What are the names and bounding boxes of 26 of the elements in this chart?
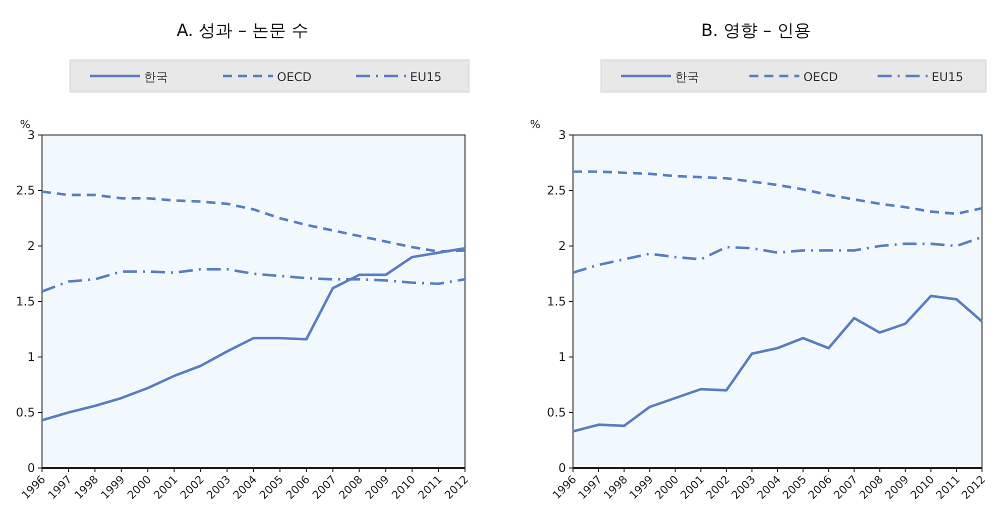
legend-label: 한국 [675,70,699,84]
y-tick-label: 2.5 [546,184,566,198]
y-tick-label: 3 [27,128,35,142]
y-tick-label: 0 [558,461,566,475]
y-tick-label: 3 [558,128,566,142]
legend-label: EU15 [410,70,442,84]
legend-label: OECD [277,70,312,84]
line-series [572,294,984,433]
line-series [572,170,984,216]
y-tick-label: 1 [27,350,35,364]
y-axis-title: % [530,118,540,131]
y-tick-label: 0 [27,461,35,475]
y-tick-label: 2.5 [16,184,35,198]
legend-label: 한국 [144,70,168,84]
y-axis-title: % [20,118,30,131]
y-tick-label: 0.5 [16,406,35,420]
y-tick-label: 1.5 [16,294,35,308]
chart-title: B. 영향 – 인용 [701,21,811,41]
chart-title: A. 성과 – 논문 수 [176,21,308,41]
y-tick-label: 1 [558,350,566,364]
legend-label: OECD [803,70,838,84]
y-tick-label: 2 [558,239,566,253]
y-tick-label: 0.5 [546,406,566,420]
legend-label: EU15 [932,70,964,84]
y-tick-label: 2 [27,239,35,253]
y-tick-label: 1.5 [546,294,566,308]
